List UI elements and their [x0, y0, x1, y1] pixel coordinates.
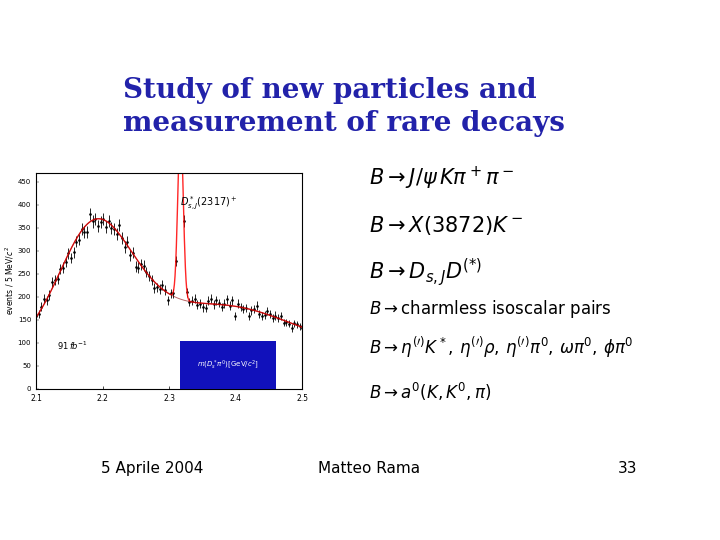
Text: $B\rightarrow a^0(K,K^0,\pi)$: $B\rightarrow a^0(K,K^0,\pi)$ [369, 381, 491, 403]
Text: Matteo Rama: Matteo Rama [318, 462, 420, 476]
Text: $D^*_{s,J}(2317)^+$: $D^*_{s,J}(2317)^+$ [180, 194, 238, 212]
Text: Study of new particles and
measurement of rare decays: Study of new particles and measurement o… [124, 77, 565, 137]
Text: $B \rightarrow X(3872)K^-$: $B \rightarrow X(3872)K^-$ [369, 214, 523, 238]
Text: $B \rightarrow J/\psi\, K\pi^+\pi^-$: $B \rightarrow J/\psi\, K\pi^+\pi^-$ [369, 165, 514, 192]
Text: $91\,fb^{-1}$: $91\,fb^{-1}$ [58, 340, 89, 352]
Y-axis label: events / 5 MeV/$c^2$: events / 5 MeV/$c^2$ [4, 246, 17, 315]
Text: $B \rightarrow \eta^{(\prime)}K^*,\, \eta^{(\prime)}\rho,\, \eta^{(\prime)}\pi^0: $B \rightarrow \eta^{(\prime)}K^*,\, \et… [369, 335, 634, 360]
Text: $m(D_s^*\pi^0)[\mathrm{GeV}/c^2]$: $m(D_s^*\pi^0)[\mathrm{GeV}/c^2]$ [197, 358, 258, 372]
Text: $B \rightarrow D_{s,J}D^{(*)}$: $B \rightarrow D_{s,J}D^{(*)}$ [369, 256, 482, 288]
Text: 5 Aprile 2004: 5 Aprile 2004 [101, 462, 204, 476]
Text: $B\rightarrow$charmless isoscalar pairs: $B\rightarrow$charmless isoscalar pairs [369, 298, 611, 320]
Text: 33: 33 [617, 462, 637, 476]
